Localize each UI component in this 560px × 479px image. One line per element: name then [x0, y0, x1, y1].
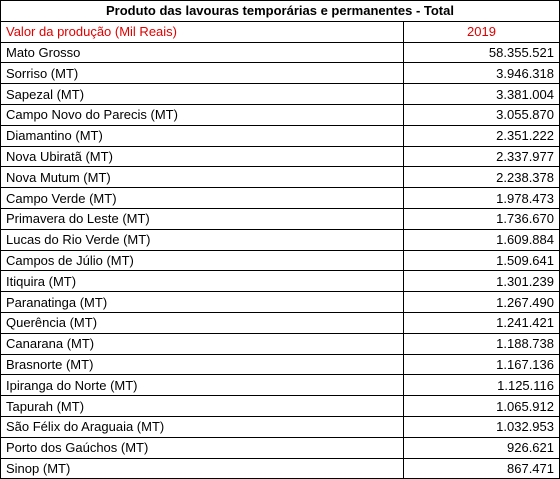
header-cell: Valor da produção (Mil Reais) — [0, 20, 404, 43]
data-row: Brasnorte (MT) 1.167.136 — [0, 353, 560, 376]
value-cell: 3.381.004 — [403, 83, 560, 105]
value-cell: 1.125.116 — [403, 374, 560, 397]
value-cell: 1.188.738 — [403, 332, 560, 355]
header-cell: 2019 — [403, 20, 560, 43]
value-cell: 1.978.473 — [403, 187, 560, 209]
value-cell: 1.267.490 — [403, 291, 560, 313]
data-row: Nova Mutum (MT) 2.238.378 — [0, 166, 560, 189]
municipality-cell: Nova Ubiratã (MT) — [0, 145, 404, 168]
data-row: Campo Verde (MT) 1.978.473 — [0, 187, 560, 209]
municipality-cell: Nova Mutum (MT) — [0, 166, 404, 189]
data-row: Sorriso (MT) 3.946.318 — [0, 62, 560, 85]
value-cell: 2.238.378 — [403, 166, 560, 189]
municipality-cell: Itiquira (MT) — [0, 270, 404, 293]
municipality-cell: Mato Grosso — [0, 41, 404, 64]
municipality-cell: Porto dos Gaúchos (MT) — [0, 436, 404, 459]
data-row: Tapurah (MT) 1.065.912 — [0, 395, 560, 417]
data-row: Primavera do Leste (MT) 1.736.670 — [0, 207, 560, 230]
value-cell: 1.032.953 — [403, 415, 560, 438]
data-row: Campo Novo do Parecis (MT) 3.055.870 — [0, 103, 560, 126]
municipality-cell: Lucas do Rio Verde (MT) — [0, 228, 404, 251]
municipality-cell: Ipiranga do Norte (MT) — [0, 374, 404, 397]
municipality-cell: Paranatinga (MT) — [0, 291, 404, 313]
data-row: Diamantino (MT) 2.351.222 — [0, 124, 560, 147]
data-row: Porto dos Gaúchos (MT) 926.621 — [0, 436, 560, 459]
value-cell: 3.946.318 — [403, 62, 560, 85]
municipality-cell: São Félix do Araguaia (MT) — [0, 415, 404, 438]
municipality-cell: Primavera do Leste (MT) — [0, 207, 404, 230]
value-cell: 1.241.421 — [403, 311, 560, 334]
data-row: Nova Ubiratã (MT) 2.337.977 — [0, 145, 560, 168]
municipality-cell: Campo Verde (MT) — [0, 187, 404, 209]
data-row: Ipiranga do Norte (MT) 1.125.116 — [0, 374, 560, 397]
municipality-cell: Diamantino (MT) — [0, 124, 404, 147]
header-row: Valor da produção (Mil Reais) 2019 — [0, 20, 560, 43]
value-cell: 2.337.977 — [403, 145, 560, 168]
value-cell: 867.471 — [403, 457, 560, 479]
value-cell: 926.621 — [403, 436, 560, 459]
value-cell: 1.609.884 — [403, 228, 560, 251]
municipality-cell: Sorriso (MT) — [0, 62, 404, 85]
value-cell: 3.055.870 — [403, 103, 560, 126]
data-row: Mato Grosso 58.355.521 — [0, 41, 560, 64]
data-row: Campos de Júlio (MT) 1.509.641 — [0, 249, 560, 272]
data-row: Sapezal (MT) 3.381.004 — [0, 83, 560, 105]
data-row: Paranatinga (MT) 1.267.490 — [0, 291, 560, 313]
value-cell: 2.351.222 — [403, 124, 560, 147]
municipality-cell: Campos de Júlio (MT) — [0, 249, 404, 272]
municipality-cell: Sapezal (MT) — [0, 83, 404, 105]
value-cell: 1.736.670 — [403, 207, 560, 230]
data-row: São Félix do Araguaia (MT) 1.032.953 — [0, 415, 560, 438]
value-cell: 1.167.136 — [403, 353, 560, 376]
value-cell: 1.065.912 — [403, 395, 560, 417]
municipality-cell: Tapurah (MT) — [0, 395, 404, 417]
municipality-cell: Canarana (MT) — [0, 332, 404, 355]
municipality-cell: Campo Novo do Parecis (MT) — [0, 103, 404, 126]
data-row: Canarana (MT) 1.188.738 — [0, 332, 560, 355]
municipality-cell: Brasnorte (MT) — [0, 353, 404, 376]
title-row: Produto das lavouras temporárias e perma… — [0, 0, 560, 22]
municipality-cell: Querência (MT) — [0, 311, 404, 334]
table-title: Produto das lavouras temporárias e perma… — [0, 0, 560, 22]
value-cell: 1.509.641 — [403, 249, 560, 272]
municipality-cell: Sinop (MT) — [0, 457, 404, 479]
data-row: Sinop (MT) 867.471 — [0, 457, 560, 479]
data-row: Querência (MT) 1.241.421 — [0, 311, 560, 334]
value-cell: 1.301.239 — [403, 270, 560, 293]
data-row: Lucas do Rio Verde (MT) 1.609.884 — [0, 228, 560, 251]
data-row: Itiquira (MT) 1.301.239 — [0, 270, 560, 293]
value-cell: 58.355.521 — [403, 41, 560, 64]
